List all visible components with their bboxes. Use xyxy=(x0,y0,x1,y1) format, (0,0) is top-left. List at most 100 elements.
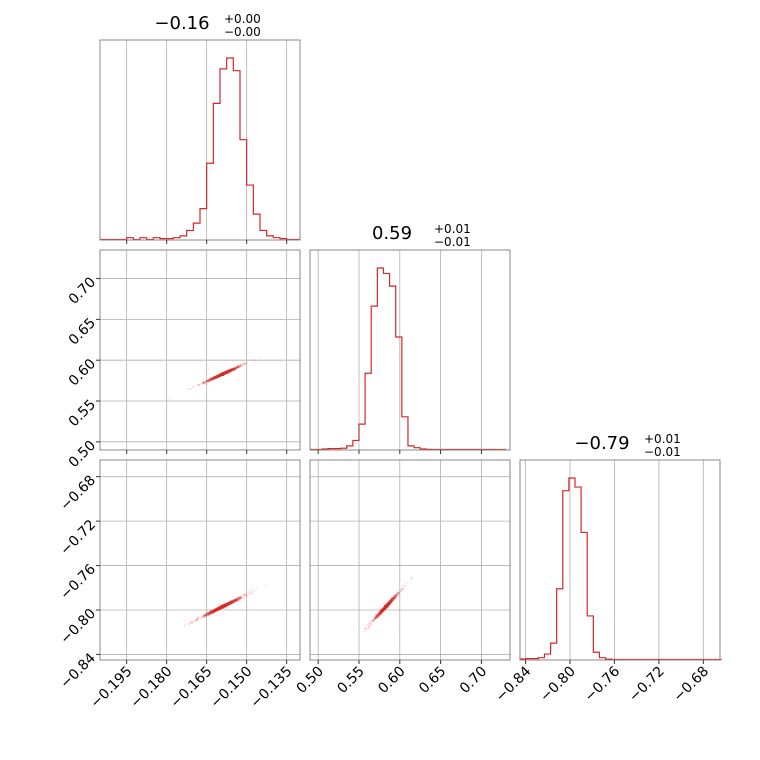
scatter-point xyxy=(168,397,171,400)
histogram-title-plus-0: +0.00 xyxy=(224,12,261,26)
scatter-point xyxy=(198,384,201,387)
scatter-point xyxy=(242,363,245,366)
scatter-point xyxy=(239,364,242,367)
scatter-point xyxy=(239,364,242,367)
scatter-panel-0-2 xyxy=(96,459,301,664)
scatter-point xyxy=(369,619,372,622)
scatter-point xyxy=(365,628,368,630)
scatter-point xyxy=(246,594,248,597)
scatter-point xyxy=(367,625,369,628)
scatter-point xyxy=(191,621,194,624)
scatter-point xyxy=(401,585,404,588)
scatter-point xyxy=(242,594,245,596)
scatter-point xyxy=(241,363,244,365)
scatter-point xyxy=(368,623,371,626)
x-tick-label-2-0: −0.84 xyxy=(493,663,535,705)
scatter-point xyxy=(196,617,199,620)
scatter-point xyxy=(195,619,198,622)
scatter-point xyxy=(194,619,197,622)
histogram-grid-1 xyxy=(317,250,482,450)
scatter-point xyxy=(201,615,204,618)
scatter-point xyxy=(400,590,403,593)
histogram-grid-2 xyxy=(525,460,704,660)
scatter-point xyxy=(241,365,244,367)
scatter-point xyxy=(242,596,245,599)
scatter-point xyxy=(195,617,198,620)
scatter-point xyxy=(368,621,371,624)
contour-level-1-3 xyxy=(202,596,243,617)
scatter-point xyxy=(197,616,200,619)
x-tick-label-0-0: −0.195 xyxy=(88,664,136,712)
scatter-point xyxy=(396,592,399,595)
scatter-point xyxy=(372,618,375,621)
scatter-point xyxy=(243,362,246,365)
scatter-point xyxy=(365,628,367,630)
scatter-point xyxy=(243,594,246,597)
y-tick-label-1-1: 0.55 xyxy=(66,397,99,430)
scatter-point xyxy=(400,590,403,593)
histogram-panel-1: 0.59 +0.01−0.01 xyxy=(309,222,511,454)
scatter-point xyxy=(250,592,253,595)
scatter-point xyxy=(203,381,205,384)
scatter-point xyxy=(196,618,199,621)
histogram-panel-0: −0.16 +0.00−0.00 xyxy=(99,12,301,244)
x-tick-label-2-2: −0.76 xyxy=(582,663,624,705)
scatter-point xyxy=(201,616,204,618)
scatter-point xyxy=(202,380,205,383)
scatter-point xyxy=(251,588,254,591)
scatter-point xyxy=(243,593,246,596)
scatter-point xyxy=(197,383,200,386)
scatter-point xyxy=(236,364,239,367)
scatter-point xyxy=(197,616,199,619)
histogram-title-minus-2: −0.01 xyxy=(644,445,681,459)
scatter-grid-1 xyxy=(100,460,300,660)
histogram-frame-2 xyxy=(519,459,721,661)
y-tick-label-1-0: 0.50 xyxy=(66,438,99,471)
scatter-point xyxy=(402,585,405,588)
scatter-point xyxy=(253,358,255,361)
histogram-title-plus-1: +0.01 xyxy=(434,222,471,236)
y-tick-label-1-2: 0.60 xyxy=(66,356,99,389)
scatter-point xyxy=(242,363,245,366)
scatter-point xyxy=(410,578,413,581)
scatter-panel-0-1 xyxy=(96,249,301,454)
scatter-point xyxy=(402,587,405,590)
scatter-point xyxy=(401,588,404,591)
scatter-point xyxy=(367,624,370,627)
scatter-point xyxy=(199,382,202,385)
x-tick-label-1-4: 0.70 xyxy=(457,664,490,697)
scatter-point xyxy=(248,590,251,593)
y-tick-label-1-3: 0.65 xyxy=(66,315,99,348)
scatter-point xyxy=(201,382,204,385)
scatter-point xyxy=(190,621,193,624)
scatter-point xyxy=(210,613,213,616)
scatter-point xyxy=(239,363,242,366)
x-tick-label-2-1: −0.80 xyxy=(537,664,579,706)
contours-1 xyxy=(202,596,243,617)
scatter-point xyxy=(204,381,206,384)
scatter-point xyxy=(188,387,191,390)
scatter-point xyxy=(190,388,193,391)
scatter-frame-1 xyxy=(99,459,301,661)
scatter-point xyxy=(398,591,401,594)
scatter-point xyxy=(242,595,245,598)
scatter-point xyxy=(397,592,400,595)
histogram-panel-2: −0.79 +0.01−0.01 xyxy=(519,432,722,664)
contours-2 xyxy=(374,594,398,620)
histogram-title-0: −0.16 xyxy=(154,13,209,34)
scatter-point xyxy=(196,384,199,387)
scatter-point xyxy=(239,364,242,367)
histogram-grid-0 xyxy=(126,40,288,240)
scatter-point xyxy=(251,593,254,595)
scatter-point xyxy=(371,620,374,623)
scatter-point xyxy=(399,589,401,592)
scatter-point xyxy=(243,362,246,365)
scatter-point xyxy=(251,359,254,362)
scatter-grid-2 xyxy=(310,460,510,660)
scatter-point xyxy=(241,363,244,365)
scatter-point xyxy=(238,364,241,367)
scatter-point xyxy=(244,594,247,596)
histogram-title-minus-1: −0.01 xyxy=(434,235,471,249)
scatter-point xyxy=(244,362,247,365)
x-tick-label-1-0: 0.50 xyxy=(294,664,327,697)
